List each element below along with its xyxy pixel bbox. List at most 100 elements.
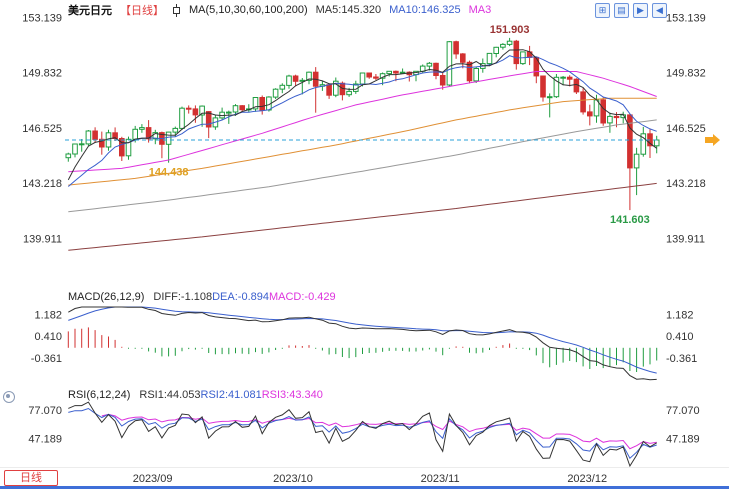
candle-body bbox=[333, 80, 339, 96]
axis-label-left: 139.911 bbox=[23, 233, 62, 245]
candle-body bbox=[72, 143, 78, 155]
candle-body bbox=[259, 97, 265, 111]
play-icon[interactable]: ▶ bbox=[633, 3, 648, 18]
axis-label-right: 139.911 bbox=[666, 233, 705, 245]
candle-body bbox=[386, 70, 392, 75]
candle-body bbox=[580, 91, 586, 113]
price-annotation: 151.903 bbox=[490, 24, 530, 36]
candle-body bbox=[613, 115, 620, 119]
rsi1-line bbox=[68, 401, 657, 468]
axis-label-right: 77.070 bbox=[666, 405, 700, 417]
candle-body bbox=[85, 130, 92, 145]
axis-label-left: 143.218 bbox=[22, 178, 62, 190]
ma5-value: MA5:145.320 bbox=[315, 4, 382, 16]
candle-body bbox=[633, 153, 640, 169]
candle-body bbox=[65, 153, 72, 159]
axis-label-right: -0.361 bbox=[666, 353, 697, 365]
candle-body bbox=[500, 43, 506, 48]
chart-toolbar: ⊞ ▤ ▶ ◀ bbox=[595, 3, 667, 18]
candle-body bbox=[553, 76, 560, 98]
dea-line bbox=[68, 306, 657, 374]
axis-label-left: 146.525 bbox=[22, 123, 62, 135]
axis-label-left: 149.832 bbox=[22, 68, 62, 80]
candle-body bbox=[92, 130, 98, 140]
date-label: 2023/12 bbox=[567, 473, 607, 485]
candlestick-icon bbox=[172, 3, 181, 17]
candle-body bbox=[326, 84, 332, 96]
axis-label-right: 1.182 bbox=[666, 309, 694, 321]
macd-values: DIFF:-1.108DEA:-0.894MACD:-0.429 bbox=[153, 291, 335, 303]
axis-label-left: 1.182 bbox=[34, 309, 62, 321]
bottom-scrollbar[interactable] bbox=[0, 486, 729, 489]
candle-body bbox=[119, 138, 125, 157]
indicator-settings-icon[interactable] bbox=[3, 391, 15, 403]
candle-body bbox=[607, 115, 613, 124]
candle-body bbox=[627, 114, 633, 169]
candle-body bbox=[600, 99, 607, 124]
candle-body bbox=[433, 62, 439, 76]
ma30-value-truncated: MA3 bbox=[468, 4, 492, 16]
candle-body bbox=[78, 143, 85, 146]
price-annotation: 141.603 bbox=[610, 214, 650, 226]
symbol-name: 美元日元 bbox=[68, 5, 112, 17]
candle-body bbox=[466, 61, 473, 82]
rsi3-line bbox=[101, 413, 657, 450]
candle-body bbox=[587, 111, 593, 117]
bottom-divider bbox=[0, 467, 729, 468]
candle-body bbox=[513, 40, 520, 65]
candle-body bbox=[172, 127, 179, 133]
candle-body bbox=[279, 84, 286, 90]
ma-values: MA5:145.320 MA10:146.325 MA3 bbox=[316, 4, 500, 16]
dea-value: DEA:-0.894 bbox=[212, 291, 269, 303]
candle-body bbox=[493, 46, 499, 54]
ma5-line bbox=[67, 49, 657, 181]
ma100-line bbox=[68, 119, 657, 213]
rsi-title: RSI(6,12,24) bbox=[68, 389, 131, 401]
ma-settings-label: MA(5,10,30,60,100,200) bbox=[189, 4, 308, 16]
candle-body bbox=[232, 105, 239, 113]
candle-body bbox=[540, 75, 546, 98]
axis-label-right: 0.410 bbox=[666, 331, 694, 343]
axis-label-right: 143.218 bbox=[666, 178, 706, 190]
candle-body bbox=[640, 133, 647, 155]
candle-body bbox=[139, 127, 145, 130]
candle-body bbox=[192, 108, 199, 116]
candle-body bbox=[473, 68, 479, 82]
candle-body bbox=[439, 75, 446, 86]
candle-body bbox=[239, 105, 245, 111]
candle-body bbox=[346, 90, 352, 96]
axis-label-right: 47.189 bbox=[666, 433, 700, 445]
axis-label-left: 153.139 bbox=[22, 12, 62, 24]
candle-body bbox=[366, 72, 372, 78]
axis-label-right: 146.525 bbox=[666, 123, 706, 135]
candle-body bbox=[306, 71, 312, 81]
candle-body bbox=[125, 138, 132, 157]
axis-label-left: -0.361 bbox=[31, 353, 62, 365]
candle-body bbox=[460, 53, 466, 63]
axis-label-right: 153.139 bbox=[666, 12, 706, 24]
candle-body bbox=[533, 56, 540, 77]
date-label: 2023/09 bbox=[133, 473, 173, 485]
period-tab[interactable]: 日线 bbox=[4, 470, 58, 486]
ma10-value: MA10:146.325 bbox=[389, 4, 461, 16]
rsi1-value: RSI1:44.053 bbox=[139, 389, 201, 401]
axis-label-right: 149.832 bbox=[666, 68, 706, 80]
rewind-icon[interactable]: ◀ bbox=[652, 3, 667, 18]
candle-body bbox=[446, 41, 453, 86]
add-panel-icon[interactable]: ⊞ bbox=[595, 3, 610, 18]
candle-body bbox=[145, 127, 152, 140]
diff-line bbox=[68, 306, 657, 381]
layout-icon[interactable]: ▤ bbox=[614, 3, 629, 18]
candle-body bbox=[373, 76, 379, 79]
axis-label-left: 77.070 bbox=[28, 405, 62, 417]
candle-body bbox=[653, 139, 660, 147]
candle-body bbox=[205, 111, 212, 128]
candle-body bbox=[252, 97, 259, 110]
candle-body bbox=[292, 75, 299, 82]
macd-title: MACD(26,12,9) bbox=[68, 291, 145, 303]
candle-body bbox=[112, 132, 118, 140]
candle-body bbox=[132, 128, 138, 140]
rsi3-value: RSI3:43.340 bbox=[261, 389, 323, 401]
